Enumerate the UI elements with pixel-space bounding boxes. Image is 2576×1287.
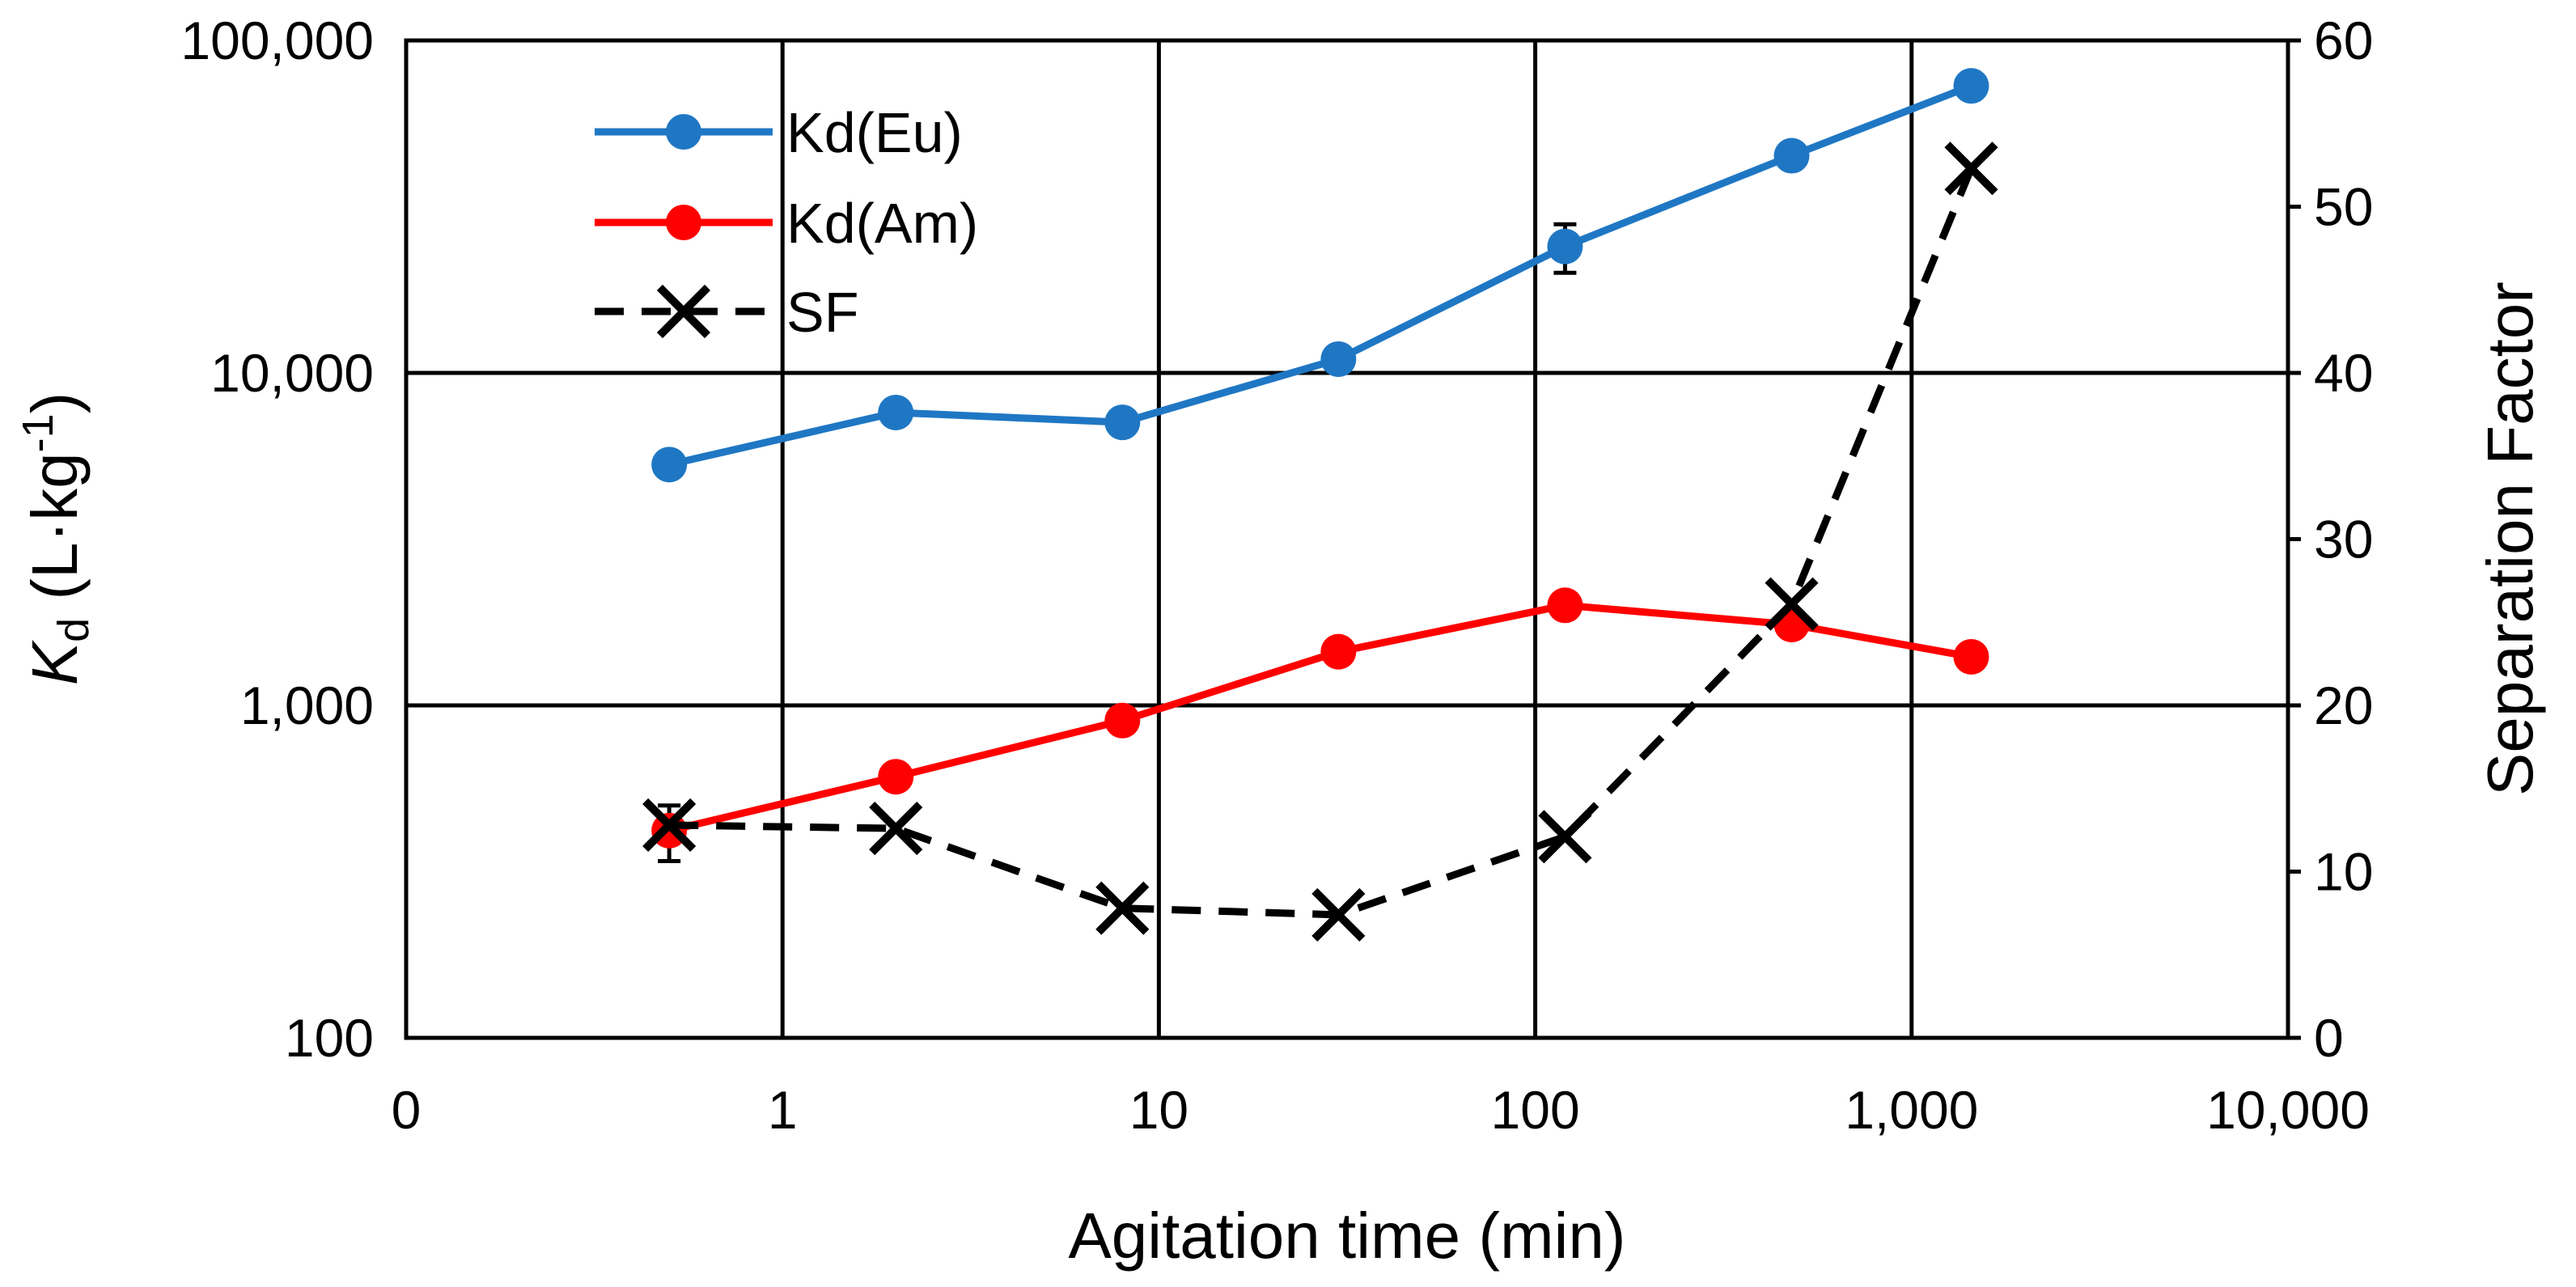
data-point-kd-am <box>878 759 914 795</box>
data-point-kd-eu <box>1773 138 1810 174</box>
data-point-sf <box>1095 881 1150 935</box>
data-point-kd-eu <box>1547 228 1583 265</box>
legend-label-sf: SF <box>786 281 858 344</box>
series-line-sf <box>669 167 1975 919</box>
data-point-sf <box>1765 577 1819 631</box>
data-point-kd-eu <box>651 447 688 483</box>
x-tick-label: 10 <box>1129 1080 1188 1140</box>
y-left-tick-label: 100 <box>285 1008 374 1068</box>
series-kd-eu <box>651 68 1989 483</box>
data-point-sf <box>1311 887 1366 942</box>
y-axis-left-symbol: K <box>19 639 91 685</box>
data-point-kd-am <box>1953 638 1989 675</box>
legend-marker-sf <box>656 284 711 339</box>
series-sf <box>642 142 1998 942</box>
tick-labels: 0 1 10 100 1,000 10,000 100 1,000 10,000 100,000 0… <box>180 11 2373 1140</box>
y-axis-left-title: Kd (L·kg-1) <box>14 392 98 686</box>
data-point-kd-eu <box>1320 341 1357 377</box>
x-tick-label: 1 <box>768 1080 798 1140</box>
y-left-tick-label: 100,000 <box>180 11 374 70</box>
data-point-sf <box>1944 142 1998 196</box>
series-kd-am <box>651 587 1989 864</box>
legend-label-kd-eu: Kd(Eu) <box>786 101 963 164</box>
data-point-kd-am <box>1320 633 1357 670</box>
y-right-tick-label: 60 <box>2314 11 2373 70</box>
x-tick-label: 0 <box>392 1080 422 1140</box>
y-axis-right-title: Separation Factor <box>2474 282 2546 796</box>
plot-area-frame <box>404 38 2290 1040</box>
legend: Kd(Eu) Kd(Am) SF <box>595 101 978 344</box>
y-left-tick-label: 1,000 <box>240 675 374 735</box>
x-tick-label: 10,000 <box>2206 1080 2370 1140</box>
legend-marker-x <box>656 284 711 339</box>
data-point-sf <box>642 798 697 853</box>
legend-item-kd-am: Kd(Am) <box>595 192 978 255</box>
y-axis-left-unit-sup: -1 <box>14 413 62 452</box>
data-point-sf <box>1538 810 1592 864</box>
x-tick-label: 100 <box>1491 1080 1580 1140</box>
legend-marker-kd-eu <box>666 114 701 150</box>
grid <box>406 40 2288 1038</box>
y-right-tick-label: 0 <box>2314 1008 2344 1068</box>
data-point-sf <box>869 801 923 856</box>
data-point-kd-eu <box>1104 404 1141 441</box>
x-tick-label: 1,000 <box>1845 1080 1978 1140</box>
y-right-tick-label: 30 <box>2314 510 2373 569</box>
y-right-tick-label: 20 <box>2314 675 2373 735</box>
series-line-kd-am <box>668 601 1972 835</box>
x-axis-title: Agitation time (min) <box>1068 1200 1625 1272</box>
legend-label-kd-am: Kd(Am) <box>786 192 978 255</box>
y-axis-left-unit-pre: (L·kg <box>19 452 91 618</box>
data-point-kd-am <box>1104 702 1141 739</box>
y-right-tick-label: 10 <box>2314 842 2373 902</box>
y-axis-left-subscript: d <box>49 618 98 642</box>
legend-item-kd-eu: Kd(Eu) <box>595 101 963 164</box>
series <box>642 68 1998 942</box>
y-axis-left-unit-post: ) <box>19 392 91 414</box>
data-point-kd-eu <box>1953 68 1989 104</box>
data-point-kd-eu <box>878 394 914 430</box>
legend-item-sf: SF <box>595 281 858 344</box>
y-left-tick-label: 10,000 <box>210 343 374 403</box>
y-right-tick-label: 40 <box>2314 343 2373 403</box>
y-right-tick-label: 50 <box>2314 177 2373 237</box>
legend-marker-kd-am <box>666 205 701 240</box>
data-point-kd-am <box>1547 587 1583 624</box>
